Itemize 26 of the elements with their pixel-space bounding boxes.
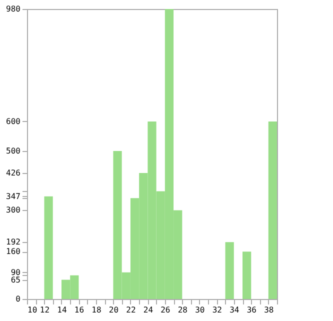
- y-tick-label: 600: [6, 116, 21, 126]
- x-tick-label: 36: [246, 306, 257, 314]
- x-tick-label: 20: [108, 306, 119, 314]
- x-tick-label: 38: [264, 306, 274, 314]
- y-tick-label: 500: [6, 146, 21, 156]
- x-tick-label: 34: [230, 306, 240, 314]
- y-tick-label: 426: [6, 168, 21, 178]
- x-tick-label: 12: [40, 306, 50, 314]
- x-tick-label: 30: [195, 306, 205, 314]
- y-tick-label: 192: [6, 238, 21, 247]
- y-tick-label: 0: [16, 294, 21, 304]
- x-tick-label: 10: [28, 306, 38, 314]
- x-tick-label: 28: [178, 306, 188, 314]
- x-tick-label: 14: [57, 306, 67, 314]
- y-tick-label: 300: [6, 206, 21, 215]
- y-tick-label: 160: [6, 247, 21, 256]
- x-tick-label: 26: [160, 306, 170, 314]
- y-tick-label: 980: [6, 4, 21, 14]
- x-tick-label: 24: [143, 306, 154, 314]
- x-tick-label: 18: [92, 306, 102, 314]
- y-tick-label: 65: [10, 275, 21, 284]
- x-tick-label: 32: [212, 306, 222, 314]
- y-tick-label: 90: [10, 268, 21, 277]
- y-tick-label: 347: [6, 192, 21, 201]
- x-tick-label: 22: [126, 306, 136, 314]
- x-tick-label: 16: [74, 306, 84, 314]
